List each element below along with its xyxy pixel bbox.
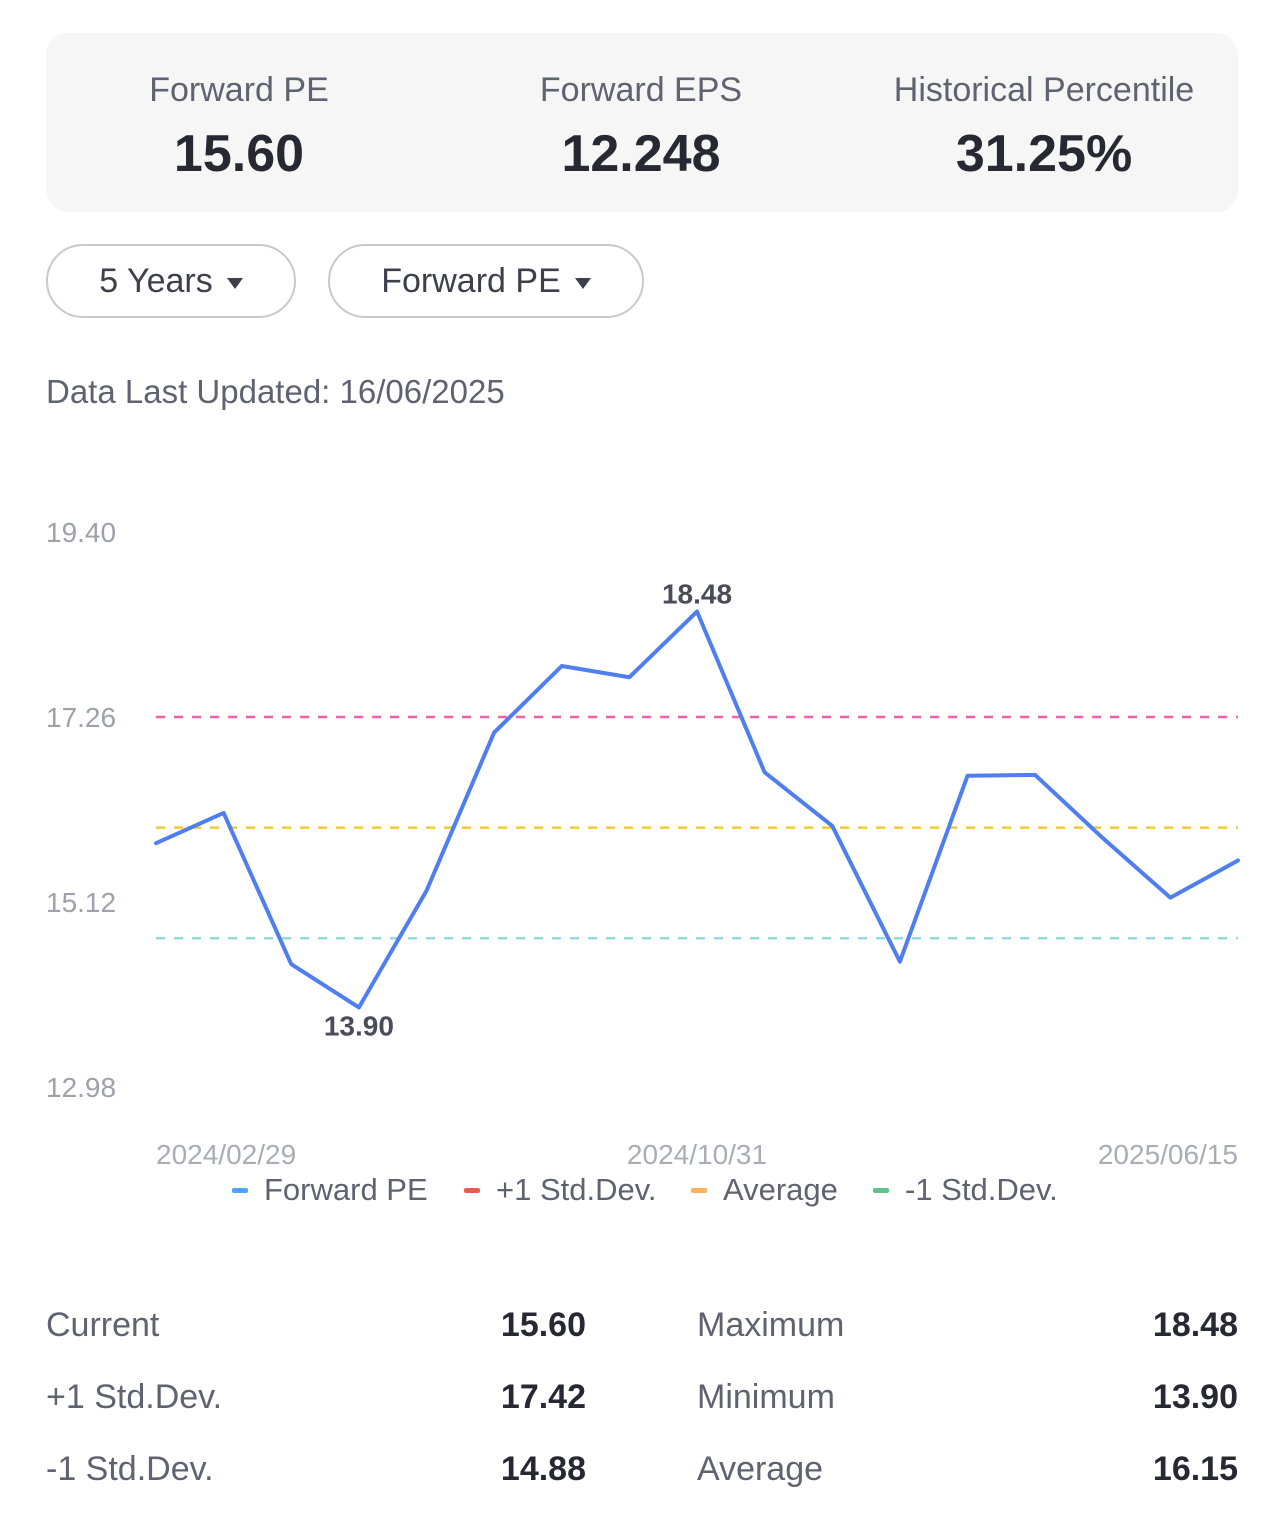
stat-value: 16.15: [1152, 1450, 1238, 1488]
stat-label: Current: [46, 1306, 160, 1344]
y-tick-label: 17.26: [46, 702, 116, 733]
period-dropdown-label: 5 Years: [99, 261, 213, 300]
legend-label: +1 Std.Dev.: [496, 1172, 657, 1207]
metric-value: 15.60: [173, 125, 305, 183]
legend-swatch: [691, 1188, 707, 1193]
summary-card: Forward PE 15.60 Forward EPS 12.248 Hist…: [46, 33, 1238, 212]
caret-down-icon: [226, 277, 243, 289]
metric-value: 12.248: [561, 125, 721, 183]
stat-value: 14.88: [500, 1450, 586, 1488]
stat-label: Average: [697, 1450, 824, 1488]
x-tick-label: 2025/06/15: [1098, 1139, 1238, 1170]
stat-label: Minimum: [697, 1378, 835, 1416]
stat-row-minimum: Minimum 13.90: [697, 1372, 1238, 1422]
series: [154, 609, 1240, 1010]
metric-label: Forward EPS: [539, 71, 743, 109]
legend-label: Average: [723, 1172, 838, 1207]
stat-row-current: Current 15.60: [46, 1300, 586, 1350]
reference-lines: [156, 715, 1238, 940]
metric-dropdown[interactable]: Forward PE: [328, 244, 644, 318]
data-last-updated: Data Last Updated: 16/06/2025: [46, 373, 505, 410]
caret-down-icon: [574, 277, 591, 289]
stat-row-minus-std: -1 Std.Dev. 14.88: [46, 1444, 586, 1494]
stat-label: Maximum: [697, 1306, 845, 1344]
x-tick-label: 2024/02/29: [156, 1139, 296, 1170]
legend-swatch: [464, 1188, 480, 1193]
stat-label: -1 Std.Dev.: [46, 1450, 214, 1488]
y-tick-label: 19.40: [46, 517, 116, 548]
y-axis-ticks: 19.40 17.26 15.12 12.98: [46, 517, 116, 1103]
legend: Forward PE +1 Std.Dev. Average -1 Std.Dev.: [232, 1172, 1058, 1207]
stat-label: +1 Std.Dev.: [46, 1378, 223, 1416]
metric-label: Historical Percentile: [893, 71, 1195, 109]
point-label: 13.90: [324, 1010, 394, 1041]
metric-historical-percentile: Historical Percentile 31.25%: [874, 33, 1214, 184]
metric-label: Forward PE: [149, 71, 329, 109]
forward-pe-chart: 19.40 17.26 15.12 12.98 13.90 18.48 2024/02/…: [46, 517, 1240, 1207]
metric-value: 31.25%: [955, 125, 1133, 183]
y-tick-label: 12.98: [46, 1072, 116, 1103]
period-dropdown[interactable]: 5 Years: [46, 244, 296, 318]
metric-forward-pe: Forward PE 15.60: [69, 33, 409, 184]
stat-value: 15.60: [500, 1306, 586, 1344]
legend-label: -1 Std.Dev.: [905, 1172, 1058, 1207]
point-label: 18.48: [662, 579, 732, 610]
x-axis-ticks: 2024/02/29 2024/10/31 2025/06/15: [156, 1139, 1238, 1170]
metric-forward-eps: Forward EPS 12.248: [471, 33, 811, 184]
stat-value: 13.90: [1152, 1378, 1238, 1416]
legend-swatch: [873, 1188, 889, 1193]
stat-row-average: Average 16.15: [697, 1444, 1238, 1494]
metric-dropdown-label: Forward PE: [381, 261, 561, 300]
stat-row-plus-std: +1 Std.Dev. 17.42: [46, 1372, 586, 1422]
legend-swatch: [232, 1188, 248, 1193]
series-line-forward-pe: [154, 609, 1240, 1010]
legend-label: Forward PE: [264, 1172, 428, 1207]
x-tick-label: 2024/10/31: [627, 1139, 767, 1170]
y-tick-label: 15.12: [46, 887, 116, 918]
stat-value: 18.48: [1152, 1306, 1238, 1344]
stat-row-maximum: Maximum 18.48: [697, 1300, 1238, 1350]
stat-value: 17.42: [500, 1378, 586, 1416]
point-labels: 13.90 18.48: [324, 579, 732, 1042]
